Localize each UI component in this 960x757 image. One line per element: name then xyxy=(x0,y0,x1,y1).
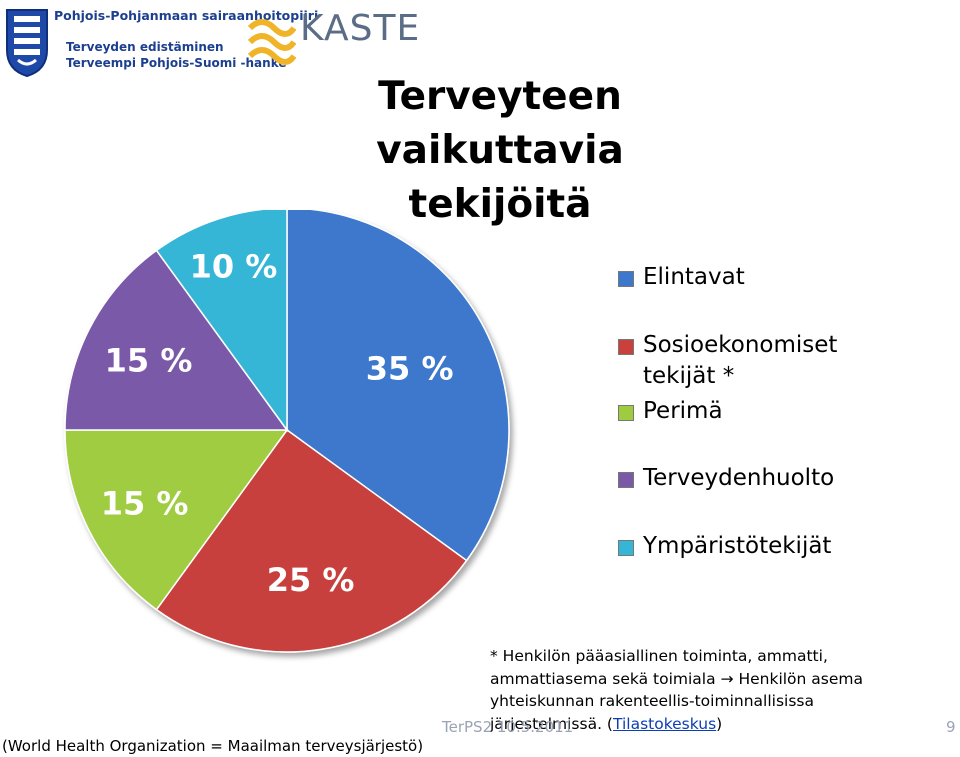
pie-slice-4 xyxy=(64,249,289,431)
legend-label: Ympäristötekijät xyxy=(643,533,832,559)
coat-of-arms-icon xyxy=(6,9,48,78)
legend-label: Sosioekonomiset xyxy=(643,332,838,358)
source-note: (World Health Organization = Maailman te… xyxy=(2,737,424,755)
legend-swatch xyxy=(618,405,634,421)
legend-label-cont: tekijät * xyxy=(643,363,735,389)
pie-data-label-4: 15 % xyxy=(105,341,193,379)
legend-swatch xyxy=(618,540,634,556)
legend-swatch xyxy=(618,472,634,488)
legend-label: Perimä xyxy=(643,398,723,424)
pie-slice-3 xyxy=(64,429,289,611)
legend-label: Terveydenhuolto xyxy=(643,465,835,491)
footnote-text: * Henkilön pääasiallinen toiminta, ammat… xyxy=(490,647,863,733)
pie-slice-5 xyxy=(155,210,288,433)
slide-code: TerPS2 10.5.2011 xyxy=(442,718,574,736)
pie-data-label-1: 35 % xyxy=(366,350,454,388)
org-name: Pohjois-Pohjanmaan sairaanhoitopiiri xyxy=(54,8,319,23)
page-title: Terveyteen vaikuttavia tekijöitä xyxy=(300,70,700,232)
footnote-close: ) xyxy=(716,714,723,733)
pie-data-label-2: 25 % xyxy=(267,561,355,599)
org-project: Terveempi Pohjois-Suomi -hanke xyxy=(66,56,287,70)
kaste-wave-icon xyxy=(248,19,296,65)
title-line-2: vaikuttavia tekijöitä xyxy=(376,128,624,227)
legend-swatch xyxy=(618,271,634,287)
org-logo-block: Pohjois-Pohjanmaan sairaanhoitopiiri Ter… xyxy=(2,2,318,82)
org-subtitle: Terveyden edistäminen xyxy=(66,40,224,54)
kaste-logo-text: KASTE xyxy=(300,8,421,49)
tilastokeskus-link[interactable]: Tilastokeskus xyxy=(612,714,717,733)
pie-slice-2 xyxy=(155,428,468,653)
footnote: * Henkilön pääasiallinen toiminta, ammat… xyxy=(490,645,910,735)
legend-label: Elintavat xyxy=(643,264,745,290)
page-number: 9 xyxy=(946,718,956,736)
pie-data-label-5: 10 % xyxy=(190,247,278,285)
pie-slice-1 xyxy=(286,210,510,562)
pie-chart: 35 % 25 % 15 % 15 % 10 % xyxy=(64,210,510,653)
legend-swatch xyxy=(618,339,634,355)
title-line-1: Terveyteen xyxy=(378,74,622,119)
pie-data-label-3: 15 % xyxy=(101,485,189,523)
